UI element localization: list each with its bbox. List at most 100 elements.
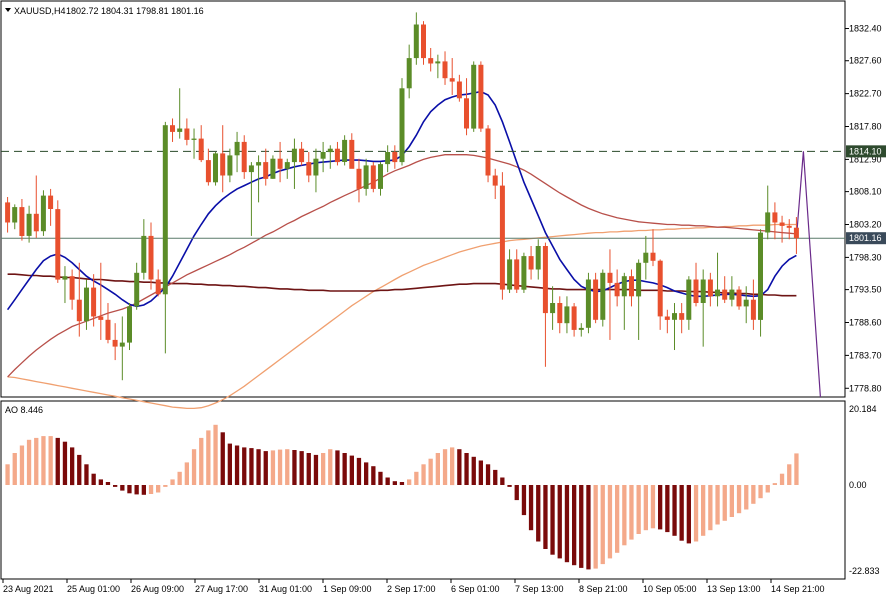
candle bbox=[62, 266, 68, 304]
svg-text:1827.60: 1827.60 bbox=[849, 56, 882, 66]
candle bbox=[600, 269, 606, 327]
ao-bar bbox=[471, 456, 476, 485]
ao-bar bbox=[220, 432, 225, 485]
candle bbox=[306, 152, 312, 183]
candle bbox=[729, 276, 735, 307]
svg-text:10 Sep 05:00: 10 Sep 05:00 bbox=[643, 584, 697, 594]
candle bbox=[607, 249, 613, 340]
candle bbox=[449, 58, 455, 95]
ao-bar bbox=[708, 485, 713, 531]
ao-bar bbox=[234, 445, 240, 485]
svg-text:1808.10: 1808.10 bbox=[849, 187, 882, 197]
ao-histogram bbox=[5, 424, 799, 570]
svg-text:-22.833: -22.833 bbox=[849, 566, 880, 576]
candle bbox=[112, 323, 118, 361]
ao-bar bbox=[12, 453, 17, 485]
candle bbox=[327, 145, 333, 169]
ao-bar bbox=[55, 437, 60, 485]
candle bbox=[643, 235, 649, 280]
ao-bar bbox=[407, 479, 412, 485]
candle bbox=[793, 217, 799, 254]
ao-bar bbox=[787, 464, 792, 485]
ao-bar bbox=[156, 485, 161, 493]
candle bbox=[26, 205, 32, 243]
ao-tick: 0.00 bbox=[849, 480, 867, 490]
ao-bar bbox=[586, 485, 591, 570]
ao-bar bbox=[342, 453, 347, 485]
price-tick: 1827.60 bbox=[845, 56, 882, 66]
candle bbox=[263, 148, 269, 186]
ao-bar bbox=[34, 437, 39, 485]
candle bbox=[693, 262, 699, 307]
svg-text:14 Sep 21:00: 14 Sep 21:00 bbox=[771, 584, 825, 594]
ao-bar bbox=[199, 437, 204, 485]
ao-bar bbox=[478, 460, 483, 485]
ao-bar bbox=[299, 451, 304, 485]
candle bbox=[550, 286, 556, 330]
candle bbox=[119, 316, 125, 381]
candle bbox=[686, 276, 692, 330]
ao-bar bbox=[650, 485, 656, 529]
svg-text:1832.40: 1832.40 bbox=[849, 24, 882, 34]
ao-bar bbox=[277, 449, 283, 485]
time-tick: 13 Sep 13:00 bbox=[706, 579, 761, 594]
ao-bar bbox=[170, 479, 175, 485]
candle bbox=[76, 262, 82, 337]
symbol-label: XAUUSD,H4 bbox=[14, 6, 66, 16]
ao-bar bbox=[134, 485, 139, 495]
ao-bar bbox=[686, 485, 691, 544]
price-tick: 1832.40 bbox=[845, 24, 882, 34]
ohlc-readout: 1802.72 1804.31 1798.81 1801.16 bbox=[66, 6, 204, 16]
price-axis: 1832.40 1827.60 1822.70 1817.80 1812.90 1808.… bbox=[845, 24, 882, 393]
ao-bar bbox=[191, 449, 197, 485]
price-tick: 1803.20 bbox=[845, 220, 882, 230]
candle bbox=[385, 145, 391, 173]
ao-bar bbox=[722, 485, 727, 521]
ao-bar bbox=[242, 447, 247, 486]
candle bbox=[177, 88, 183, 139]
price-tick: 1812.90 bbox=[845, 154, 882, 164]
svg-text:25 Aug 01:00: 25 Aug 01:00 bbox=[67, 584, 120, 594]
ao-bar bbox=[772, 483, 777, 485]
ao-bar bbox=[572, 485, 577, 566]
ao-bar bbox=[701, 485, 706, 536]
ao-bar bbox=[356, 457, 362, 485]
candle bbox=[593, 272, 599, 324]
ao-bar bbox=[270, 450, 276, 485]
candle bbox=[84, 279, 89, 330]
candle bbox=[191, 128, 197, 159]
ao-bar bbox=[26, 439, 32, 485]
candle bbox=[299, 141, 305, 166]
ao-bar bbox=[306, 453, 311, 485]
ao-bar bbox=[636, 485, 641, 534]
candlesticks bbox=[5, 12, 799, 381]
time-tick: 31 Aug 01:00 bbox=[258, 579, 312, 594]
ao-bar bbox=[371, 466, 376, 485]
ao-bar bbox=[378, 471, 383, 485]
candle bbox=[542, 242, 548, 367]
ao-bar bbox=[399, 482, 405, 485]
candle bbox=[585, 272, 591, 334]
candle bbox=[456, 74, 462, 102]
price-tick: 1783.70 bbox=[845, 350, 882, 360]
time-tick: 10 Sep 05:00 bbox=[642, 579, 697, 594]
candle bbox=[564, 296, 570, 334]
ao-bar bbox=[385, 477, 390, 485]
ao-bar bbox=[751, 485, 756, 504]
symbol-dropdown-icon[interactable] bbox=[5, 8, 11, 12]
candle bbox=[356, 158, 362, 203]
candle bbox=[707, 272, 713, 307]
ao-bar bbox=[607, 485, 613, 559]
time-axis: 23 Aug 2021 25 Aug 01:00 26 Aug 09:00 27 Au… bbox=[2, 579, 825, 594]
candle bbox=[464, 78, 469, 136]
candle bbox=[636, 259, 642, 340]
ao-bar bbox=[321, 453, 326, 485]
candle bbox=[320, 141, 326, 173]
projection-line[interactable] bbox=[795, 151, 821, 398]
chart-frame bbox=[0, 0, 846, 580]
candle bbox=[499, 172, 505, 300]
time-tick: 2 Sep 17:00 bbox=[386, 579, 436, 594]
svg-text:1817.80: 1817.80 bbox=[849, 122, 882, 132]
candle bbox=[578, 323, 584, 337]
